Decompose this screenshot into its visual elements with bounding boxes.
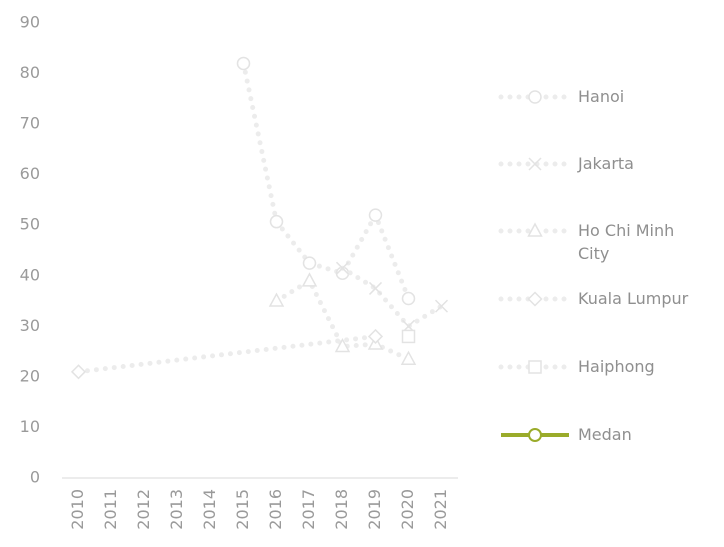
y-tick-label: 0 xyxy=(30,468,40,487)
marker xyxy=(335,261,350,275)
marker xyxy=(368,208,383,222)
marker xyxy=(527,222,543,237)
y-tick-label: 20 xyxy=(20,366,40,385)
legend-item: Jakarta xyxy=(498,153,706,175)
marker xyxy=(400,350,417,365)
y-tick-label: 50 xyxy=(20,215,40,234)
legend-swatch xyxy=(498,291,572,307)
x-tick-label: 2010 xyxy=(68,489,87,530)
marker xyxy=(367,328,384,345)
y-tick-label: 30 xyxy=(20,316,40,335)
y-tick-label: 40 xyxy=(20,265,40,284)
marker xyxy=(269,214,284,229)
legend-item: Kuala Lumpur xyxy=(498,288,706,310)
x-tick-label: 2016 xyxy=(266,489,285,530)
legend-label: Ho Chi Minh City xyxy=(578,221,675,263)
legend-swatch xyxy=(501,428,569,442)
series-line xyxy=(340,265,444,330)
x-tick-label: 2012 xyxy=(134,489,153,530)
legend-label: Kuala Lumpur xyxy=(578,289,689,308)
x-tick-label: 2020 xyxy=(398,489,417,530)
marker xyxy=(268,292,285,307)
marker xyxy=(301,272,318,287)
legend-label: Hanoi xyxy=(578,87,625,106)
marker xyxy=(368,281,383,295)
marker xyxy=(70,364,87,380)
x-tick-label: 2011 xyxy=(101,489,120,530)
series-line xyxy=(241,60,411,302)
legend-item: Medan xyxy=(498,424,706,446)
legend-label: Jakarta xyxy=(578,154,634,173)
marker xyxy=(528,157,542,171)
marker xyxy=(334,337,351,353)
legend-item: Haiphong xyxy=(498,356,706,378)
marker xyxy=(528,90,542,104)
x-tick-label: 2017 xyxy=(299,489,318,530)
marker xyxy=(236,56,251,71)
legend-label: Haiphong xyxy=(578,357,655,376)
x-tick-label: 2014 xyxy=(200,489,219,530)
marker xyxy=(302,256,317,270)
legend-swatch xyxy=(498,90,572,104)
legend-swatch xyxy=(498,360,572,374)
x-tick-label: 2015 xyxy=(233,489,252,530)
marker xyxy=(528,360,542,374)
legend-item: Hanoi xyxy=(498,86,706,108)
marker xyxy=(434,299,449,313)
y-tick-label: 80 xyxy=(20,63,40,82)
y-tick-label: 60 xyxy=(20,164,40,183)
marker xyxy=(401,329,416,344)
y-tick-label: 70 xyxy=(20,114,40,133)
legend-item: Ho Chi Minh City xyxy=(498,220,706,265)
legend-label: Medan xyxy=(578,425,632,444)
legend-swatch xyxy=(498,222,572,237)
marker xyxy=(401,291,416,306)
legend-swatch xyxy=(498,157,572,171)
marker xyxy=(528,428,542,442)
x-tick-label: 2013 xyxy=(167,489,186,530)
marker xyxy=(527,291,543,307)
x-tick-label: 2019 xyxy=(365,489,384,530)
x-tick-label: 2021 xyxy=(431,489,450,530)
series-line xyxy=(76,333,378,375)
x-tick-label: 2018 xyxy=(332,489,351,530)
y-tick-label: 90 xyxy=(20,13,40,32)
series-line xyxy=(274,277,411,362)
y-tick-label: 10 xyxy=(20,417,40,436)
